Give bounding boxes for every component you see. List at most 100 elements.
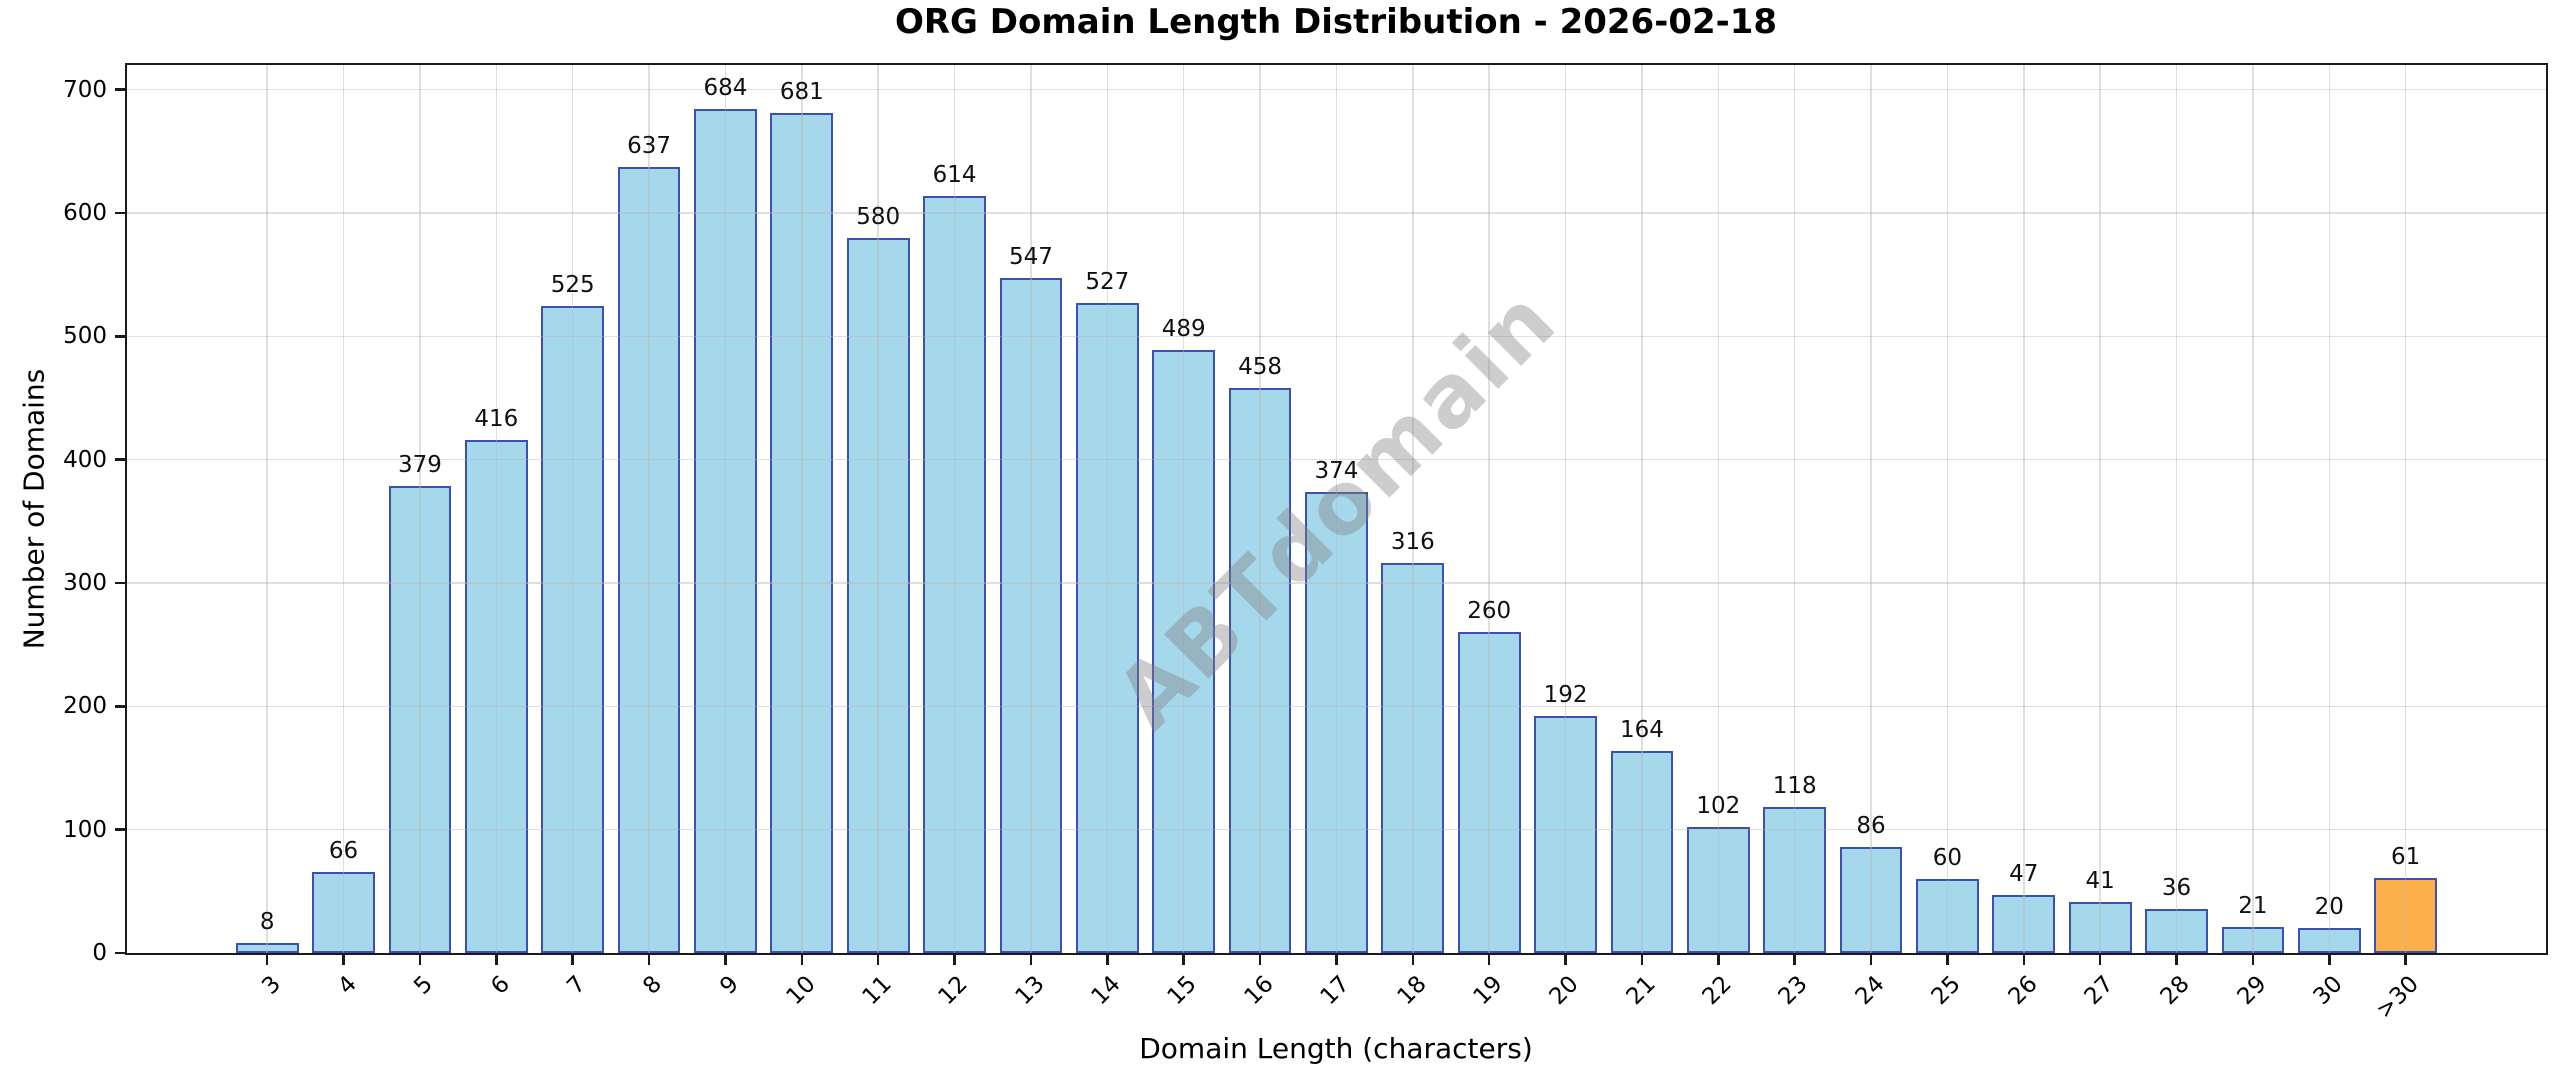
bar — [464, 439, 528, 953]
y-tick-label: 100 — [63, 816, 107, 843]
bar-slot: 489 15 — [1146, 65, 1222, 1010]
bar-value-label: 416 — [474, 405, 519, 432]
bar-value-label: 379 — [397, 451, 442, 478]
x-tick-label: 30 — [2308, 971, 2348, 1011]
bar — [846, 237, 910, 953]
x-gridline — [342, 65, 345, 953]
bar-slot: 379 5 — [382, 65, 458, 1000]
x-gridline — [1717, 65, 1720, 953]
bar-value-label: 684 — [703, 75, 748, 102]
y-gridline — [127, 705, 2546, 708]
bar-value-label: 681 — [779, 79, 824, 106]
x-tick-label: 26 — [2003, 971, 2043, 1011]
bar — [1839, 846, 1903, 953]
y-tick-mark — [115, 88, 127, 91]
x-tick-label: 24 — [1850, 971, 1890, 1011]
x-gridline — [2328, 65, 2331, 953]
bar-slot: 66 4 — [305, 65, 381, 1000]
bar-value-label: 164 — [1619, 716, 1664, 743]
x-gridline — [1182, 65, 1185, 953]
bar-slot: 192 20 — [1527, 65, 1603, 1010]
y-tick-label: 700 — [63, 76, 107, 103]
bar-value-label: 525 — [550, 271, 595, 298]
bar-slot: 60 25 — [1909, 65, 1985, 1010]
x-gridline — [419, 65, 421, 953]
y-gridline — [127, 458, 2546, 461]
y-tick-mark — [115, 828, 127, 831]
bar-slot: 637 8 — [611, 65, 687, 1000]
y-tick-label: 400 — [63, 446, 107, 473]
bar-slot: 21 29 — [2215, 65, 2291, 1010]
x-tick-label: 11 — [857, 971, 897, 1011]
plot-area: 0 100 200 300 400 500 600 700 8 3 66 4 379 5 416 6 525 7… — [63, 63, 2548, 1024]
y-tick-label: 300 — [63, 570, 107, 596]
y-tick-mark — [115, 458, 127, 461]
x-tick-mark — [800, 953, 804, 965]
bar-slot: 416 6 — [458, 65, 534, 1000]
y-gridline — [127, 335, 2546, 338]
x-tick-mark — [2098, 953, 2102, 965]
x-tick-label: >30 — [2371, 971, 2425, 1024]
bar — [1534, 716, 1597, 953]
bar-slot: 260 19 — [1451, 65, 1527, 1010]
bar — [1686, 827, 1750, 953]
x-gridline — [1870, 65, 1872, 953]
x-gridline — [1793, 65, 1796, 953]
bar — [388, 485, 452, 953]
x-tick-mark — [1029, 953, 1033, 965]
bar — [2297, 928, 2361, 953]
bar-value-label: 47 — [2009, 861, 2039, 888]
x-gridline — [2404, 65, 2407, 953]
bar — [2145, 908, 2208, 953]
y-tick-mark — [115, 951, 127, 955]
x-tick-mark — [495, 953, 498, 965]
x-tick-mark — [1717, 953, 1720, 965]
bar — [1075, 303, 1139, 953]
bar — [2374, 877, 2438, 953]
bars-layer: 8 3 66 4 379 5 416 6 525 7 637 8 684 9 681 10 580 11 614 12… — [229, 65, 2444, 1024]
x-tick-mark — [647, 953, 651, 965]
bar-slot: 41 27 — [2062, 65, 2138, 1010]
x-gridline — [2175, 65, 2178, 953]
bar — [1152, 349, 1216, 953]
x-tick-mark — [1182, 953, 1185, 965]
x-tick-mark — [265, 953, 269, 965]
bar — [1381, 563, 1445, 953]
y-gridline — [127, 212, 2546, 214]
bar-slot: 36 28 — [2138, 65, 2214, 1010]
x-gridline — [724, 65, 727, 953]
bar-slot: 316 18 — [1375, 65, 1451, 1010]
x-tick-label: 20 — [1544, 971, 1584, 1011]
x-tick-mark — [953, 953, 956, 965]
x-tick-mark — [342, 953, 345, 965]
bar — [999, 278, 1063, 953]
bar-slot: 47 26 — [1986, 65, 2062, 1010]
x-tick-label: 10 — [781, 971, 821, 1011]
x-tick-mark — [724, 953, 727, 965]
y-gridline — [127, 88, 2546, 91]
x-tick-mark — [1793, 953, 1796, 965]
bar — [1610, 750, 1674, 953]
x-tick-label: 12 — [933, 971, 973, 1011]
x-tick-label: 3 — [256, 971, 286, 1000]
bar — [694, 109, 757, 953]
bar — [1228, 388, 1292, 953]
x-tick-mark — [2175, 953, 2178, 965]
x-tick-label: 23 — [1773, 971, 1814, 1011]
x-gridline — [1412, 65, 1414, 953]
bar — [541, 305, 605, 953]
bar-value-label: 637 — [627, 133, 672, 160]
bar-slot: 681 10 — [764, 65, 840, 1010]
bar-slot: 86 24 — [1833, 65, 1909, 1010]
x-tick-label: 25 — [1926, 971, 1966, 1011]
y-tick-label: 600 — [63, 200, 107, 226]
bar-value-label: 60 — [1932, 845, 1963, 872]
bar-value-label: 8 — [259, 909, 275, 936]
bar-slot: 102 22 — [1680, 65, 1756, 1010]
x-tick-label: 22 — [1697, 971, 1737, 1011]
x-gridline — [801, 65, 803, 953]
x-gridline — [2099, 65, 2101, 953]
bar — [923, 195, 986, 953]
bar — [2221, 927, 2285, 953]
bar-slot: 20 30 — [2291, 65, 2367, 1010]
